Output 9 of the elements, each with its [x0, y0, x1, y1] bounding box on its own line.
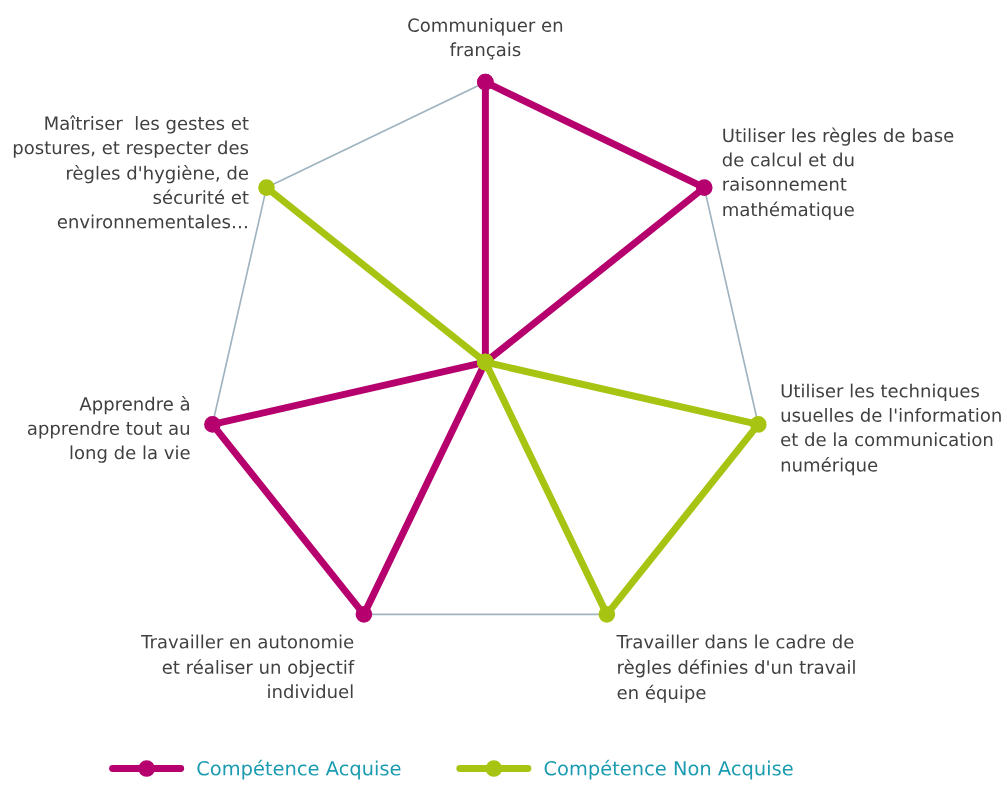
spoke-label: Apprendre à apprendre tout au long de la vie [27, 396, 190, 463]
spoke-label: Communiquer en français [408, 18, 563, 60]
spoke-label: Travailler en autonomie et réaliser un objectif individuel [141, 634, 355, 699]
spoke-label: Maîtriser les gestes et postures, et respecter des règles d'hygiène, de sécurité et environnementales… [13, 115, 249, 229]
legend-label: Compétence Acquise [197, 759, 401, 780]
spoke-label: Utiliser les règles de base de calcul et du raisonnement mathématique [722, 127, 954, 220]
legend-label: Compétence Non Acquise [544, 759, 793, 780]
spoke-label: Utiliser les techniques usuelles de l'information et de la communication numérique [781, 383, 1001, 476]
spoke-label: Travailler dans le cadre de règles définies d'un travail en équipe [616, 634, 855, 703]
